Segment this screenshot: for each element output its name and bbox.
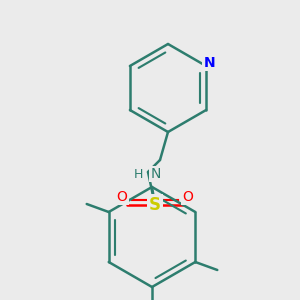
Text: H: H (133, 167, 143, 181)
Text: S: S (149, 196, 161, 214)
Text: O: O (117, 190, 128, 204)
Text: N: N (203, 56, 215, 70)
Text: O: O (183, 190, 194, 204)
Text: N: N (151, 167, 161, 181)
